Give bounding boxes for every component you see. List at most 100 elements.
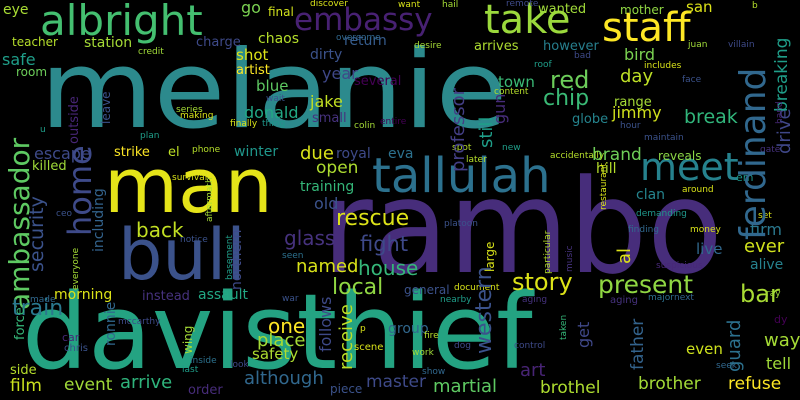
word-brother: brother bbox=[638, 374, 701, 394]
word-brothel: brothel bbox=[540, 378, 601, 398]
word-war: fire bbox=[424, 331, 439, 341]
word-leave: leave bbox=[99, 91, 113, 124]
word-scene: inside bbox=[190, 356, 217, 366]
word-eva: eva bbox=[388, 146, 414, 162]
word-maintain: hour bbox=[620, 121, 641, 131]
word-large: car bbox=[62, 331, 80, 344]
word-martial: martial bbox=[433, 376, 498, 397]
word-bird: bird bbox=[624, 45, 656, 64]
word-although: although bbox=[244, 368, 324, 389]
word-glass: glass bbox=[284, 226, 336, 250]
word-money: set bbox=[758, 211, 772, 221]
word-bull: bull bbox=[118, 214, 246, 296]
word-wait: colin bbox=[354, 121, 376, 131]
word-return: return bbox=[344, 33, 387, 49]
word-chaos: chaos bbox=[258, 31, 300, 47]
word-phone: basement bbox=[225, 235, 235, 280]
word-particular: music bbox=[565, 245, 575, 272]
word-ever: ever bbox=[744, 236, 785, 257]
word-wing: thing bbox=[262, 119, 286, 129]
word-train: train bbox=[12, 296, 64, 321]
word-ceo: aftermath bbox=[205, 177, 215, 222]
word-bar: bar bbox=[740, 280, 780, 308]
word-platoon: demanding bbox=[636, 209, 687, 219]
word-basement: notice bbox=[180, 235, 208, 245]
word-jimmy: jimmy bbox=[612, 103, 662, 122]
word-art: art bbox=[520, 360, 546, 381]
word-go: go bbox=[241, 0, 261, 17]
word-several: several bbox=[354, 74, 402, 89]
word-taken: next bbox=[674, 293, 694, 303]
word-tallulah: tallulah bbox=[372, 148, 551, 204]
word-new: spot bbox=[452, 143, 472, 153]
word-group: force bbox=[13, 307, 28, 340]
word-take: take bbox=[484, 0, 571, 43]
word-around: later bbox=[466, 155, 487, 165]
word-finally: series bbox=[176, 105, 203, 115]
word-villain: b bbox=[752, 1, 758, 11]
word-colin: entire bbox=[380, 117, 407, 127]
word-dirty: dirty bbox=[310, 47, 343, 63]
word-chris: everyone bbox=[71, 247, 81, 290]
word-nearby: control bbox=[514, 341, 546, 351]
word-staff: staff bbox=[602, 5, 691, 51]
word-survival: phone bbox=[192, 145, 221, 155]
word-brand: brand bbox=[592, 145, 642, 165]
word-reveals: reveals bbox=[658, 149, 702, 163]
word-safe: safe bbox=[2, 50, 36, 69]
word-document: war bbox=[282, 294, 299, 304]
word-melanie: melanie bbox=[40, 28, 508, 153]
word-seek: suspicious bbox=[656, 261, 703, 271]
word-plan: plan bbox=[140, 131, 160, 141]
word-blue: blue bbox=[256, 77, 289, 95]
word-last: piece bbox=[330, 382, 363, 396]
word-teacher: teacher bbox=[12, 35, 58, 49]
word-one: one bbox=[268, 314, 306, 338]
word-manages: last bbox=[182, 365, 199, 375]
word-order: general bbox=[404, 283, 450, 297]
word-town: town bbox=[498, 73, 535, 91]
word-notice: seen bbox=[282, 251, 304, 261]
word-winter: winter bbox=[234, 144, 279, 160]
word-look: show bbox=[422, 367, 446, 377]
word-arrive: arrive bbox=[120, 372, 173, 393]
word-everyone: mccarthy bbox=[118, 317, 161, 327]
word-room: room bbox=[16, 65, 48, 79]
word-named: named bbox=[296, 256, 359, 277]
word-red: red bbox=[550, 66, 590, 94]
word-bad: includes bbox=[644, 61, 682, 71]
word-albright: albright bbox=[40, 0, 203, 45]
word-ferdinand: ferdinand bbox=[733, 67, 774, 240]
word-mccarthy: wing bbox=[181, 325, 195, 354]
word-dog: nearby bbox=[440, 295, 472, 305]
word-escape: escape bbox=[34, 144, 91, 163]
word-juan: villain bbox=[728, 40, 755, 50]
word-training: training bbox=[300, 179, 355, 195]
word-local: local bbox=[332, 275, 384, 300]
word-assault: instead bbox=[142, 289, 190, 304]
word-back: back bbox=[136, 218, 184, 242]
word-however: however bbox=[543, 39, 599, 54]
word-face: content bbox=[494, 87, 529, 97]
word-suspicious: particular bbox=[543, 230, 553, 274]
word-rambo: rambo bbox=[322, 151, 723, 303]
word-embassy: embassy bbox=[294, 2, 433, 38]
word-major: ray bbox=[766, 289, 781, 299]
word-morning: morning bbox=[54, 287, 113, 303]
word-spot: maintain bbox=[644, 133, 684, 143]
word-next: major bbox=[648, 293, 674, 303]
word-ronnie: group bbox=[388, 321, 429, 337]
word-hail: ceo bbox=[56, 209, 72, 219]
word-safety: safety bbox=[252, 345, 299, 363]
word-mother: mother bbox=[620, 3, 664, 17]
word-roof: bad bbox=[574, 51, 591, 61]
word-outside: outside bbox=[67, 96, 82, 144]
word-entire: making bbox=[180, 111, 214, 121]
word-discover: want bbox=[398, 0, 421, 10]
word-thing: survival bbox=[172, 173, 208, 183]
word-el: el bbox=[168, 145, 180, 160]
word-receive: receive bbox=[336, 304, 357, 370]
word-old: old bbox=[314, 194, 339, 213]
word-gate: hand bbox=[775, 101, 785, 124]
word-small: small bbox=[312, 111, 347, 126]
